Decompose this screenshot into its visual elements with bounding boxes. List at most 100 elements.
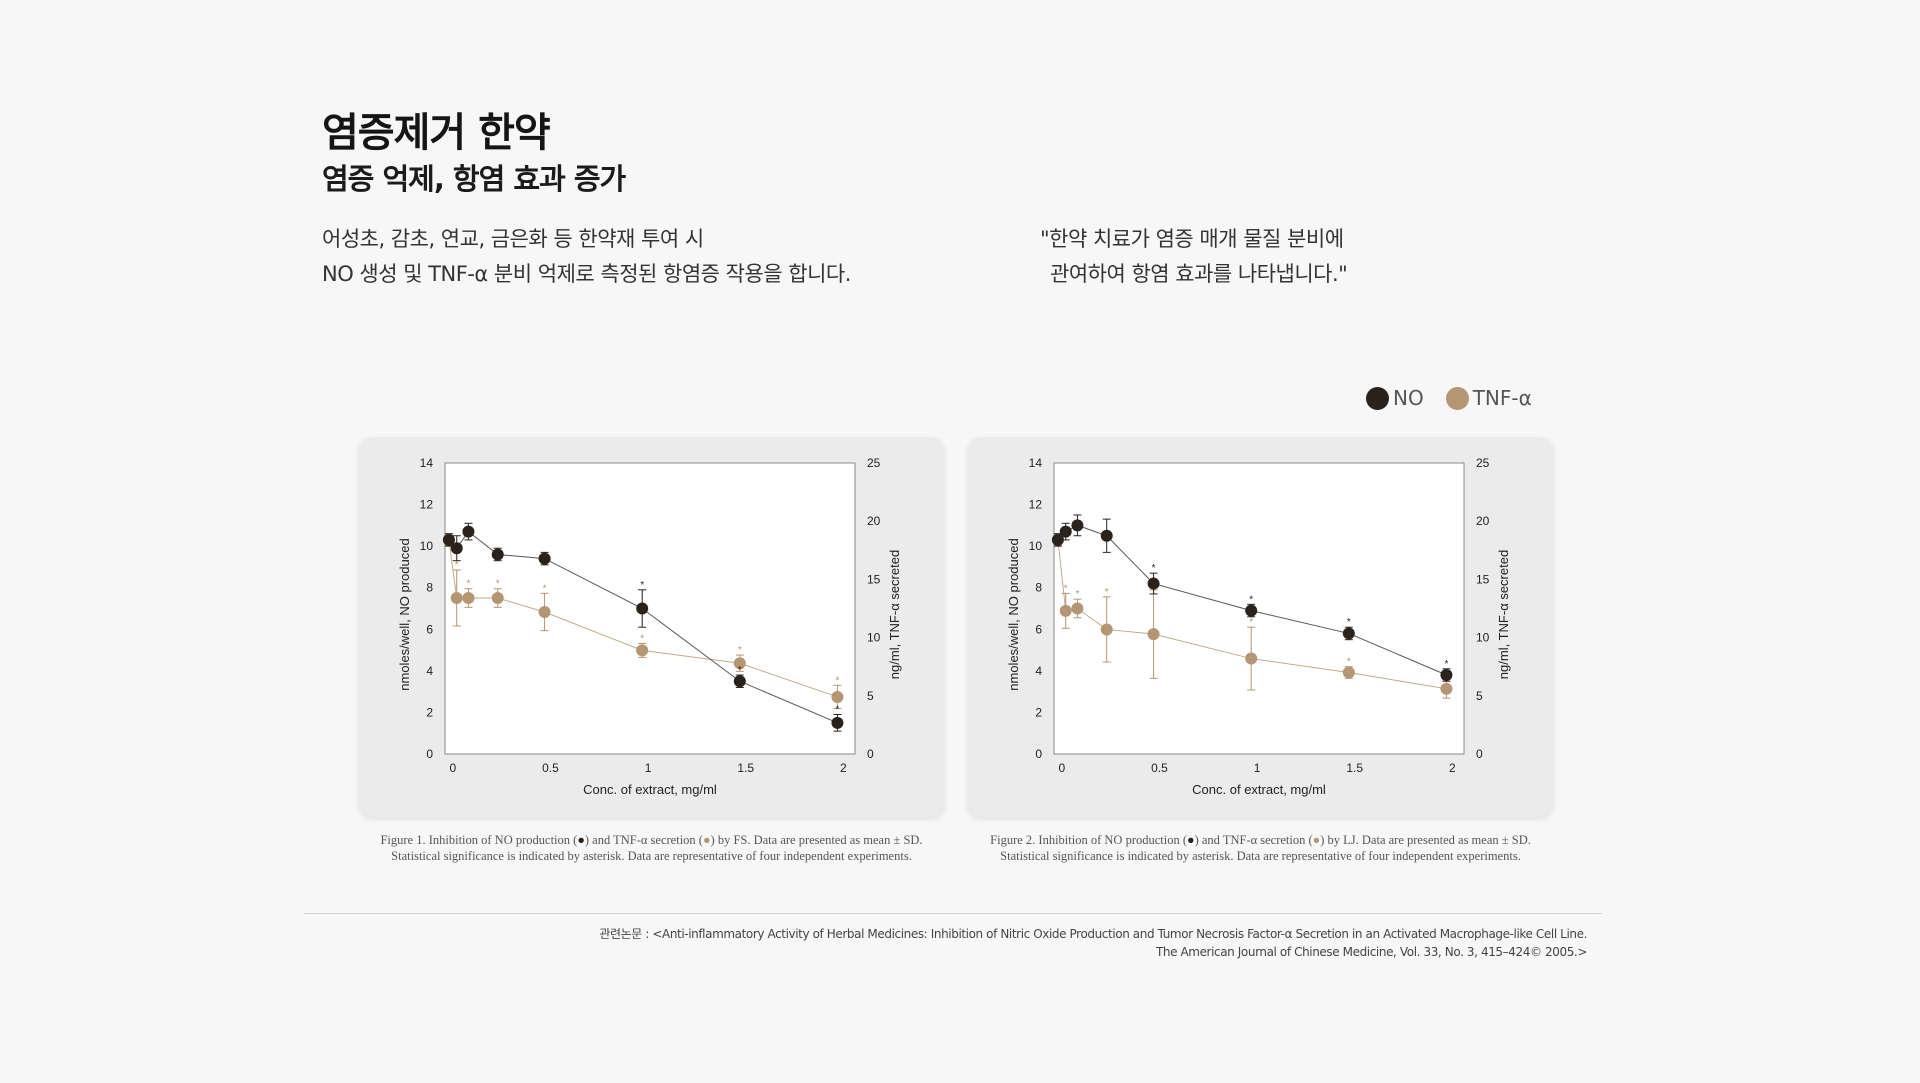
y-tick-label: 6 — [1035, 622, 1042, 636]
data-point-no — [1245, 604, 1258, 617]
data-point-no — [1100, 529, 1113, 542]
data-point-tnf — [538, 605, 551, 618]
chart-card-2: 0 2 4 6 8 10 12 14 0 5 10 15 20 25 0 0.5 1 1.5 2 Conc. of e… — [968, 437, 1553, 817]
caption-text: ) by LJ. Data are presented as mean ± SD… — [1320, 833, 1531, 847]
data-point-tnf — [636, 644, 649, 657]
y2-tick-label: 10 — [867, 631, 881, 645]
y2-tick-label: 10 — [1476, 631, 1490, 645]
reference-line-2: The American Journal of Chinese Medicine… — [1155, 945, 1587, 959]
x-tick-label: 0.5 — [542, 761, 559, 775]
significance-asterisk: * — [640, 580, 644, 591]
reference: 관련논문 : <Anti-inflammatory Activity of He… — [599, 925, 1587, 961]
data-point-tnf — [1059, 604, 1072, 617]
y2-tick-label: 5 — [867, 689, 874, 703]
x-axis-label: Conc. of extract, mg/ml — [583, 782, 717, 797]
data-point-tnf — [1245, 652, 1258, 665]
y2-tick-label: 20 — [867, 514, 881, 528]
data-point-no — [1342, 627, 1355, 640]
significance-asterisk: * — [1249, 617, 1253, 628]
x-tick-label: 1 — [1254, 761, 1261, 775]
description: 어성초, 감초, 연교, 금은화 등 한약재 투여 시 NO 생성 및 TNF-… — [322, 222, 851, 292]
divider — [304, 913, 1602, 914]
data-point-no — [1059, 525, 1072, 538]
caption-line-1: Figure 2. Inhibition of NO production (●… — [968, 832, 1553, 848]
chart-figure-2: 0 2 4 6 8 10 12 14 0 5 10 15 20 25 0 0.5 1 1.5 2 Conc. of e… — [968, 437, 1553, 817]
significance-asterisk: * — [738, 665, 742, 676]
y2-tick-label: 0 — [1476, 747, 1483, 761]
figure-caption-1: Figure 1. Inhibition of NO production (●… — [359, 832, 944, 864]
y-axis-label: nmoles/well, NO produced — [1006, 538, 1021, 690]
page-subtitle: 염증 억제, 항염 효과 증가 — [322, 162, 626, 196]
significance-asterisk: * — [1347, 657, 1351, 668]
y-tick-label: 8 — [1035, 581, 1042, 595]
quote-line-1: "한약 치료가 염증 매개 물질 분비에 — [1040, 227, 1344, 251]
figure-caption-2: Figure 2. Inhibition of NO production (●… — [968, 832, 1553, 864]
y2-axis-label: ng/ml, TNF-α secreted — [887, 550, 902, 679]
significance-asterisk: * — [1105, 587, 1109, 598]
caption-text: ) and TNF-α secretion ( — [1194, 833, 1313, 847]
data-point-tnf — [491, 592, 504, 605]
significance-asterisk: * — [1444, 659, 1448, 670]
no-marker-icon: ● — [1187, 833, 1195, 847]
x-tick-label: 0 — [1058, 761, 1065, 775]
data-point-no — [491, 548, 504, 561]
data-point-tnf — [1342, 666, 1355, 679]
data-point-no — [462, 525, 475, 538]
y-tick-label: 10 — [420, 539, 434, 553]
caption-line-1: Figure 1. Inhibition of NO production (●… — [359, 832, 944, 848]
quote: "한약 치료가 염증 매개 물질 분비에 관여하여 항염 효과를 나타냅니다." — [1040, 222, 1348, 292]
data-point-no — [538, 552, 551, 565]
significance-asterisk: * — [1347, 617, 1351, 628]
legend-dot-tnf-icon — [1445, 386, 1469, 410]
data-point-no — [831, 716, 844, 729]
legend-dot-no-icon — [1366, 386, 1389, 410]
y2-tick-label: 25 — [867, 456, 881, 470]
y-tick-label: 0 — [1035, 747, 1042, 761]
y-tick-label: 2 — [426, 705, 433, 719]
significance-asterisk: * — [1075, 589, 1079, 600]
y2-tick-label: 15 — [867, 572, 881, 586]
y2-axis-label: ng/ml, TNF-α secreted — [1496, 550, 1511, 679]
y-tick-label: 14 — [1029, 456, 1043, 470]
caption-text: ) by FS. Data are presented as mean ± SD… — [710, 833, 923, 847]
y-tick-label: 0 — [426, 747, 433, 761]
data-point-tnf — [1440, 682, 1453, 695]
y-axis-label: nmoles/well, NO produced — [397, 538, 412, 690]
legend-label-no: NO — [1393, 386, 1424, 410]
x-tick-label: 2 — [1449, 761, 1456, 775]
data-point-no — [733, 675, 746, 688]
y-tick-label: 8 — [426, 581, 433, 595]
legend-label-tnf: TNF-α — [1472, 386, 1532, 410]
x-tick-label: 1.5 — [737, 761, 754, 775]
x-tick-label: 1 — [645, 761, 652, 775]
caption-line-2: Statistical significance is indicated by… — [391, 849, 912, 863]
y-tick-label: 12 — [420, 498, 434, 512]
data-point-tnf — [733, 657, 746, 670]
legend-item-no: NO — [1366, 386, 1424, 410]
y-tick-label: 4 — [426, 664, 433, 678]
significance-asterisk: * — [1249, 594, 1253, 605]
significance-asterisk: * — [466, 579, 470, 590]
significance-asterisk: * — [543, 583, 547, 594]
caption-text: Figure 1. Inhibition of NO production ( — [380, 833, 578, 847]
significance-asterisk: * — [1152, 563, 1156, 574]
reference-line-1: 관련논문 : <Anti-inflammatory Activity of He… — [599, 927, 1587, 941]
significance-asterisk: * — [738, 645, 742, 656]
y-tick-label: 12 — [1029, 498, 1043, 512]
data-point-no — [1440, 669, 1453, 682]
significance-asterisk: * — [455, 560, 459, 571]
caption-line-2: Statistical significance is indicated by… — [1000, 849, 1521, 863]
y2-tick-label: 5 — [1476, 689, 1483, 703]
y-tick-label: 2 — [1035, 705, 1042, 719]
data-point-no — [636, 602, 649, 615]
plot-area — [444, 462, 856, 755]
data-point-tnf — [1100, 623, 1113, 636]
quote-line-2: 관여하여 항염 효과를 나타냅니다." — [1050, 262, 1348, 286]
significance-asterisk: * — [1064, 583, 1068, 594]
data-point-tnf — [831, 690, 844, 703]
y2-tick-label: 25 — [1476, 456, 1490, 470]
significance-asterisk: * — [640, 633, 644, 644]
data-point-no — [1051, 533, 1064, 546]
x-tick-label: 2 — [840, 761, 847, 775]
tnf-marker-icon: ● — [1312, 833, 1321, 847]
